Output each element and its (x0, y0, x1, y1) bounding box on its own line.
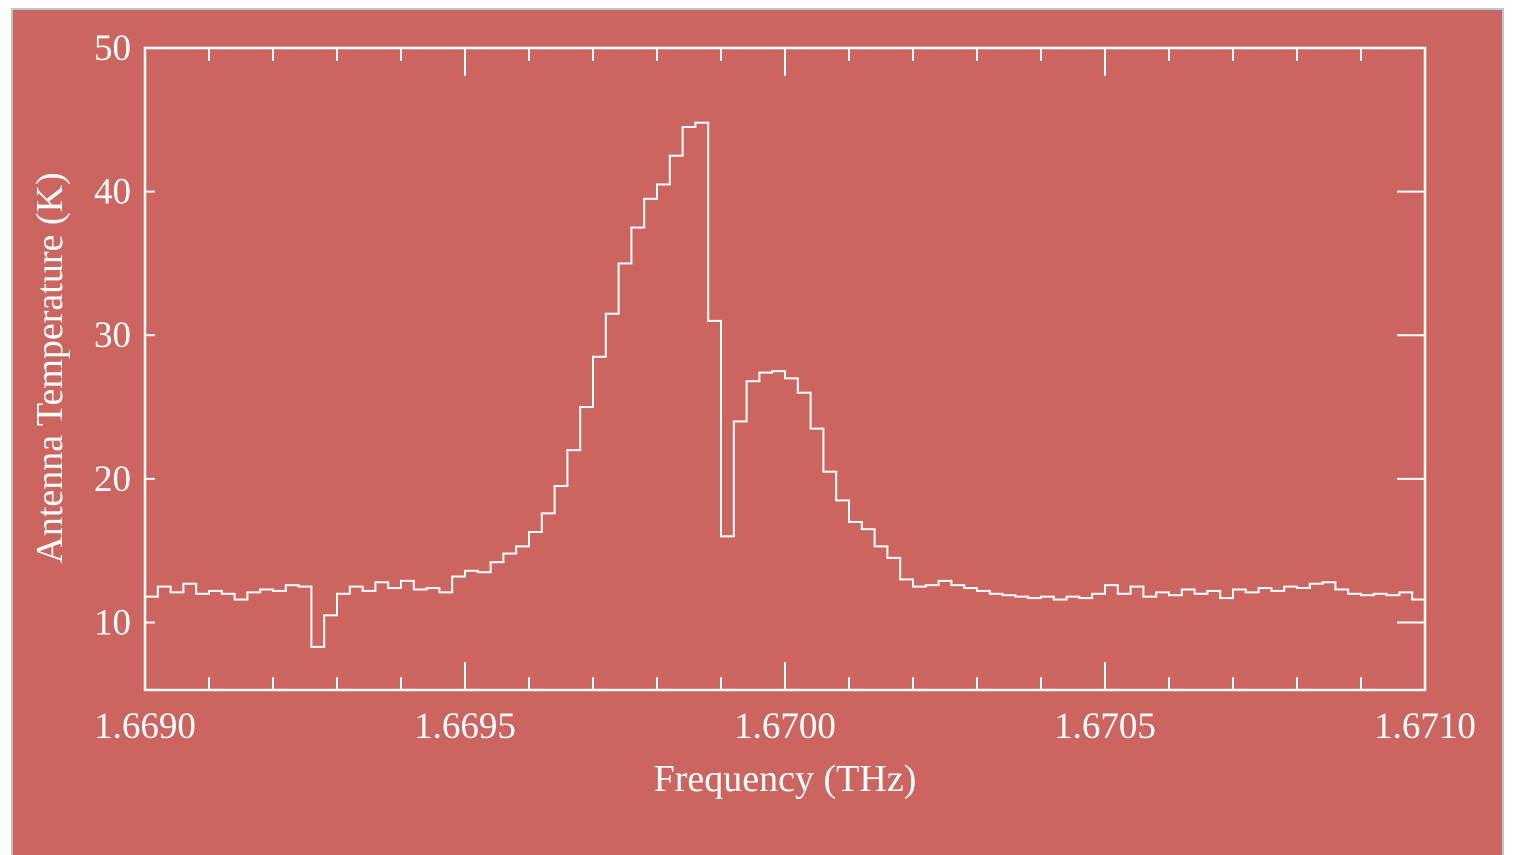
chart-background (11, 8, 1504, 855)
y-tick-label: 50 (94, 28, 131, 69)
step-risers (156, 122, 1414, 647)
y-tick-label: 10 (94, 602, 131, 643)
x-tick-label: 1.6695 (414, 706, 516, 747)
x-tick-label: 1.6705 (1054, 706, 1156, 747)
x-tick-label: 1.6710 (1374, 706, 1476, 747)
y-tick-label: 30 (94, 315, 131, 356)
x-tick-label: 1.6700 (734, 706, 836, 747)
x-tick-label: 1.6690 (94, 706, 196, 747)
y-tick-label: 40 (94, 172, 131, 213)
x-axis-title: Frequency (THz) (654, 758, 917, 800)
y-tick-label: 20 (94, 459, 131, 500)
y-axis-title: Antenna Temperature (K) (29, 172, 71, 563)
